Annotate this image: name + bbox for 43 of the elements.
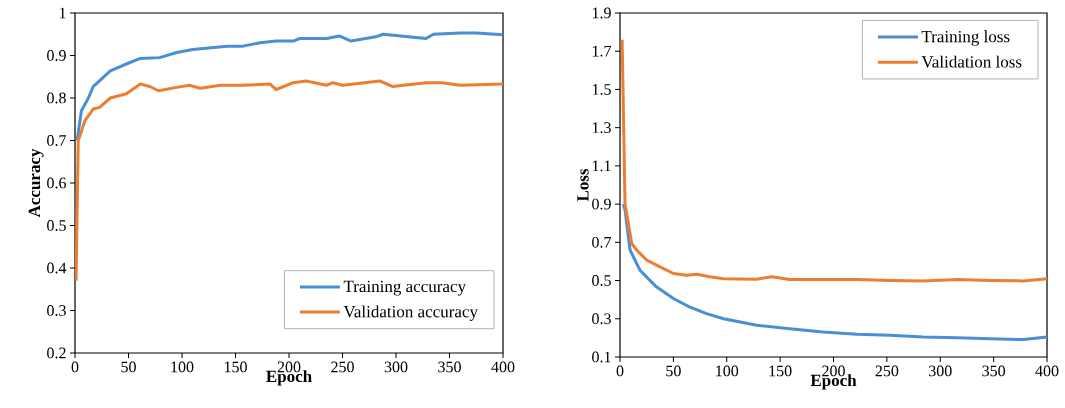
- x-tick-label: 0: [71, 361, 79, 373]
- y-tick-label: 1.5: [592, 84, 611, 95]
- x-tick-label: 150: [769, 365, 792, 377]
- y-tick-label: 1.3: [592, 122, 611, 134]
- legend-label: Validation loss: [921, 55, 1022, 68]
- y-tick-label: 0.9: [47, 50, 66, 61]
- line-series: [75, 31, 504, 142]
- y-tick-label: 0.3: [592, 313, 611, 325]
- x-tick-label: 100: [171, 361, 194, 373]
- y-tick-label: 0.5: [592, 275, 611, 286]
- x-tick-label: 0: [616, 365, 624, 377]
- x-tick-label: 50: [666, 365, 681, 377]
- x-tick-label: 150: [224, 361, 247, 373]
- y-tick-label: 1.7: [592, 45, 612, 57]
- y-tick-label: 0.4: [47, 262, 67, 274]
- y-tick-label: 0.3: [47, 305, 66, 316]
- legend-label: Training loss: [921, 30, 1010, 46]
- y-tick-label: 0.7: [47, 135, 67, 146]
- y-tick-label: 0.5: [47, 220, 66, 231]
- x-tick-label: 400: [1035, 365, 1059, 377]
- y-axis-title: Loss: [577, 168, 589, 202]
- y-tick-label: 1.1: [592, 160, 611, 172]
- x-tick-label: 250: [331, 361, 354, 373]
- legend-label: Validation accuracy: [343, 305, 478, 321]
- x-tick-label: 300: [929, 365, 952, 377]
- y-tick-label: 1: [59, 7, 66, 19]
- y-tick-label: 1.9: [592, 7, 611, 19]
- x-tick-label: 100: [716, 365, 739, 377]
- y-tick-label: 0.6: [47, 177, 67, 189]
- x-tick-label: 350: [438, 361, 461, 373]
- x-tick-label: 350: [982, 365, 1006, 377]
- x-tick-label: 250: [875, 365, 899, 377]
- x-tick-label: 50: [121, 361, 136, 373]
- y-tick-label: 0.8: [47, 92, 66, 104]
- y-tick-label: 0.9: [592, 198, 611, 210]
- y-axis-title: Accuracy: [28, 148, 44, 218]
- y-tick-label: 0.1: [592, 351, 611, 363]
- y-tick-label: 0.7: [592, 236, 612, 248]
- x-tick-label: 400: [491, 361, 515, 373]
- x-tick-label: 300: [384, 361, 408, 373]
- y-tick-label: 0.2: [47, 347, 66, 359]
- legend-label: Training accuracy: [343, 280, 466, 296]
- line-series: [621, 202, 1048, 342]
